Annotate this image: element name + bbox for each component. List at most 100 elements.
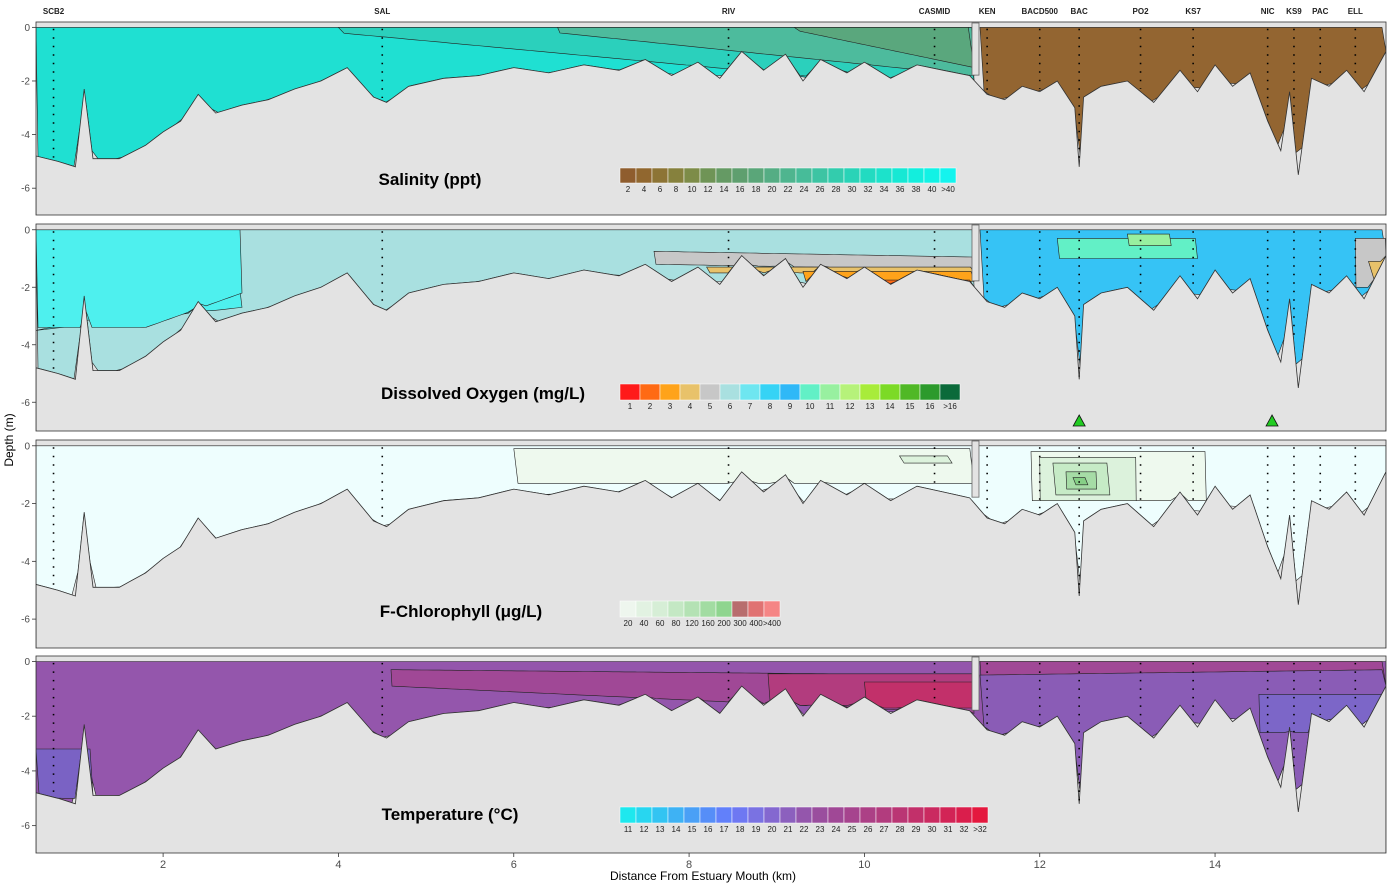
legend-label: 14 [672,825,681,834]
legend-swatch [859,167,877,184]
station-label-pac: PAC [1312,7,1329,16]
legend-label: 2 [626,185,631,194]
legend-swatch [763,600,781,618]
x-tick-label: 2 [160,859,166,871]
station-label-ks7: KS7 [1185,7,1201,16]
legend-label: 19 [752,825,761,834]
legend-swatch [923,167,941,184]
legend-label: 4 [688,402,693,411]
station-label-riv: RIV [722,7,736,16]
y-tick-label: -2 [21,712,30,723]
station-label-ken: KEN [979,7,996,16]
legend-swatch [715,167,733,184]
y-tick-label: 0 [24,441,30,452]
legend-swatch [875,167,893,184]
legend-swatch [651,600,669,618]
legend-label: 4 [642,185,647,194]
legend-label: 23 [816,825,825,834]
legend-label: 16 [736,185,745,194]
legend-swatch [827,806,845,824]
legend-swatch [679,383,701,401]
oxygen-region-green [1056,238,1198,259]
legend-label: 38 [912,185,921,194]
legend-label: 2 [648,402,653,411]
legend-swatch [843,806,861,824]
legend-swatch [811,167,829,184]
legend-swatch [779,806,797,824]
legend-swatch [827,167,845,184]
legend-label: 28 [832,185,841,194]
legend-label: 11 [624,825,633,834]
legend-swatch [779,167,797,184]
panel-chlorophyll: 0 -2 -4 -6 F-Chlorophyll (μg/L) 20 40 60 80 120 16… [21,439,1387,649]
legend-swatch [759,383,781,401]
x-tick-label: 6 [511,859,517,871]
legend-label: 22 [800,825,809,834]
legend-swatch [879,383,901,401]
y-tick-label: -6 [21,398,30,409]
legend-label: 26 [816,185,825,194]
station-label-sal: SAL [374,7,390,16]
y-tick-label: -2 [21,499,30,510]
legend-swatch [939,806,957,824]
legend-label: 16 [704,825,713,834]
legend-label: 14 [720,185,729,194]
section-break-marker [971,22,980,76]
legend-label: 34 [880,185,889,194]
legend-swatch [955,806,973,824]
panel-title: F-Chlorophyll (μg/L) [380,602,542,621]
legend-label: 30 [848,185,857,194]
legend-swatch [839,383,861,401]
legend-label: 300 [733,619,747,628]
x-tick-label: 12 [1034,859,1046,871]
chl-region-east-4 [1072,477,1089,486]
panel-title: Temperature (°C) [382,805,519,824]
legend-swatch [819,383,841,401]
legend-label: 18 [752,185,761,194]
legend-label: 6 [658,185,663,194]
legend-swatch [683,167,701,184]
y-tick-label: 0 [24,225,30,236]
legend-label: 31 [944,825,953,834]
x-tick-label: 4 [335,859,341,871]
legend-label: 80 [672,619,681,628]
legend-label: 400 [749,619,763,628]
y-tick-label: 0 [24,23,30,34]
legend-label: >40 [941,185,955,194]
legend-swatch [763,167,781,184]
y-tick-label: -6 [21,184,30,195]
station-label-bac: BAC [1071,7,1089,16]
legend-swatch [939,167,957,184]
legend-swatch [971,806,989,824]
seabed [36,255,1386,431]
legend-swatch [747,600,765,618]
legend-swatch [731,806,749,824]
panel-border [35,655,1387,854]
x-axis: 2 4 6 8 10 12 14 [160,853,1221,871]
legend-label: 20 [768,185,777,194]
x-tick-label: 10 [858,859,870,871]
temp-region-east-cool [1258,685,1386,733]
x-tick-label: 8 [686,859,692,871]
station-label-po2: PO2 [1133,7,1150,16]
legend-swatch [799,383,821,401]
legend-label: 30 [928,825,937,834]
legend-label: 27 [880,825,889,834]
section-break-marker [971,224,980,282]
legend-swatch [651,806,669,824]
legend-label: 18 [736,825,745,834]
legend-label: 26 [864,825,873,834]
legend-label: 28 [896,825,905,834]
legend-swatch [667,600,685,618]
legend-label: 8 [768,402,773,411]
legend-swatch [719,383,741,401]
legend-swatch [875,806,893,824]
legend-label: 25 [848,825,857,834]
legend-label: 12 [846,402,855,411]
y-tick-label: -2 [21,283,30,294]
legend-swatch [699,600,717,618]
legend-swatch [907,167,925,184]
station-label-ks9: KS9 [1286,7,1302,16]
